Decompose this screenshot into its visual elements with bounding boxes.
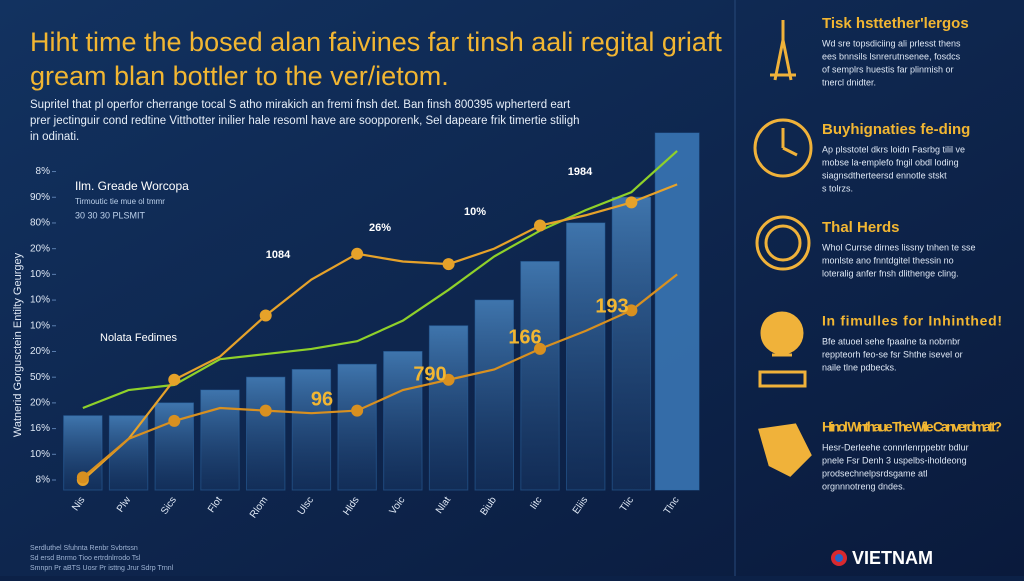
- icon-clock-hands: [781, 128, 798, 157]
- point: [625, 196, 638, 209]
- line: [82, 273, 678, 479]
- point: [442, 373, 455, 386]
- bar: [108, 415, 149, 491]
- sidebar-text: prodsechnelpsrdsgame atl: [822, 468, 928, 478]
- y-tick-label: 10%: [30, 320, 50, 331]
- intro-text: in odinati.: [30, 131, 79, 143]
- sidebar-text: Wd sre topsdiciing ali prlesst thens: [822, 38, 961, 48]
- point: [168, 373, 181, 386]
- data-label: 193: [595, 295, 628, 317]
- bar: [566, 222, 606, 491]
- brand: VIETNAM: [852, 548, 933, 568]
- sidebar-text: pnele Fsr Denh 3 uspelbs-iholdeong: [822, 455, 967, 465]
- sidebar-text: Whol Currse dirnes lissny tnhen te sse: [822, 242, 976, 252]
- icon-map: [758, 423, 812, 477]
- sidebar-icons: [753, 20, 813, 477]
- footer-text: Serdluthel Sfuhnta Renbr Svbrtssn: [30, 545, 138, 552]
- data-label: 10%: [464, 206, 486, 218]
- data-label: 1084: [266, 249, 291, 261]
- point: [351, 247, 364, 260]
- side-note: Nolata Fedimes: [100, 332, 178, 344]
- sidebar-text: tnercl dnidter.: [822, 77, 876, 87]
- icon-bulb-base: [758, 353, 807, 388]
- point: [351, 404, 364, 417]
- logo-mark-inner: [835, 554, 843, 562]
- title: Hiht time the bosed alan faivines far ti…: [30, 27, 722, 57]
- sidebar-title: In fimulles for Inhinthed!: [822, 313, 1002, 329]
- line: [82, 150, 678, 410]
- bar: [474, 299, 514, 491]
- sidebar-text: ees bnnsils lsnrerutnsenee, fosdcs: [822, 51, 961, 61]
- sidebar-title: Hinol Wnthaue The Wile Canverdmatt?: [822, 419, 1002, 435]
- point: [76, 471, 89, 484]
- sidebar-text: siagnsdtherteersd ennotle stskt: [822, 170, 947, 180]
- icon-bulb: [760, 311, 804, 355]
- footer-text: Sd ersd Bnrmo Tioo ertrdnlrrodo Tsl: [30, 555, 141, 562]
- y-tick-label: 10%: [30, 269, 50, 280]
- sidebar-text: s tolrzs.: [822, 183, 853, 193]
- icon-seal-inner: [764, 224, 802, 262]
- bar: [383, 350, 423, 491]
- intro-text: Supritel that pl operfor cherrange tocal…: [30, 99, 571, 111]
- point: [442, 258, 455, 271]
- icon-clock: [753, 118, 813, 178]
- sidebar-title: Thal Herds: [822, 219, 900, 236]
- bar: [337, 363, 377, 491]
- data-label: 26%: [369, 222, 391, 234]
- y-tick-label: 20%: [30, 346, 50, 357]
- sidebar-title: Buyhignaties fe-ding: [822, 121, 970, 138]
- intro-text: prer jectinguir cond redtine Vitthotter …: [30, 115, 580, 127]
- data-label: 96: [311, 388, 333, 410]
- y-tick-label: 8%: [36, 475, 51, 486]
- sidebar-text: mobse la-emplefo fngil obdl loding: [822, 157, 959, 167]
- y-tick-label: 10%: [30, 295, 50, 306]
- title: gream blan bottler to the ver/ietom.: [30, 61, 449, 91]
- sidebar-text: Hesr-Derleehe connrlenrppebtr bdlur: [822, 442, 969, 452]
- y-tick-label: 10%: [30, 449, 50, 460]
- point: [534, 219, 546, 232]
- legend-title: Ilm. Greade Worcopa: [75, 179, 189, 193]
- icon-seal: [755, 215, 811, 271]
- y-tick-label: 16%: [30, 423, 50, 434]
- y-axis-label: Watnerid Gorgusctein Entilty Geurgey: [12, 252, 24, 437]
- y-tick-label: 20%: [30, 243, 50, 254]
- sidebar-text: Ap plsstotel dkrs loidn Fasrbg tilil ve: [822, 144, 965, 154]
- y-tick-label: 8%: [36, 166, 51, 177]
- sidebar-text: loteralig anfer fnsh dlithenge cling.: [822, 268, 959, 278]
- footer-text: Smnpn Pr aBTS Uosr Pr isttng Jrur Sdrp T…: [30, 565, 174, 572]
- y-tick-label: 50%: [30, 372, 50, 383]
- point: [534, 342, 546, 355]
- icon-rocket: [770, 20, 796, 81]
- bar: [246, 376, 286, 491]
- point: [625, 304, 638, 317]
- data-label: 790: [413, 363, 446, 385]
- y-tick-label: 90%: [30, 192, 50, 203]
- legend-sub: Tirmoutic tie mue ol tmmr: [75, 197, 165, 206]
- data-label: 166: [508, 326, 541, 348]
- point: [259, 309, 272, 322]
- sidebar-text: naile tlne pdbecks.: [822, 362, 897, 372]
- bar: [200, 389, 240, 491]
- line: [82, 183, 678, 481]
- sidebar-text: reppteorh feo-se fsr Shthe isevel or: [822, 349, 963, 359]
- sidebar-text: of semplrs huestis far plinmish or: [822, 64, 954, 74]
- point: [168, 414, 181, 427]
- bar: [520, 261, 560, 491]
- bar: [611, 196, 652, 491]
- data-label: 1984: [568, 166, 593, 178]
- sidebar-text: Bfe atuoel sehe fpaalne ta nobrnbr: [822, 336, 960, 346]
- legend-sub: 30 30 30 PLSMIT: [75, 210, 146, 220]
- y-tick-label: 20%: [30, 398, 50, 409]
- point: [259, 404, 272, 417]
- bar: [291, 368, 332, 491]
- sidebar-text: monlste ano fnntdgitel thessin no: [822, 255, 954, 265]
- bar: [654, 132, 700, 491]
- bar: [428, 325, 469, 491]
- brand-logo: [831, 550, 847, 566]
- sidebar-text: orgnnnotreng dndes.: [822, 481, 905, 491]
- sidebar-title: Tisk hsttether'lergos: [822, 15, 969, 32]
- y-tick-label: 80%: [30, 218, 50, 229]
